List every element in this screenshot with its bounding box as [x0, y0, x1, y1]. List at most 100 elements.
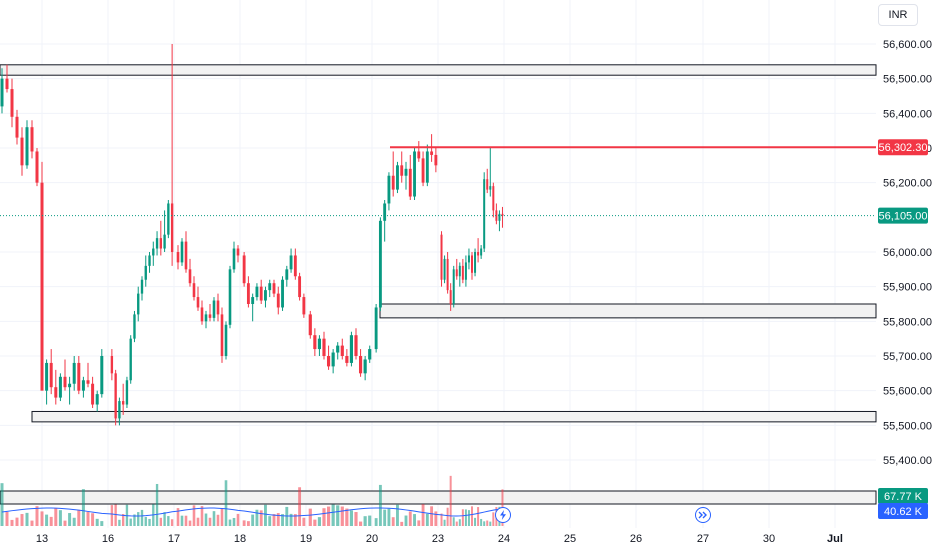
- volume-bar: [91, 513, 95, 526]
- volume-bar: [285, 506, 289, 526]
- volume-bar: [176, 508, 180, 526]
- currency-button[interactable]: INR: [878, 4, 918, 26]
- volume-bar: [242, 520, 246, 526]
- candle-body: [421, 158, 425, 183]
- candle-body: [30, 127, 34, 152]
- candle-body: [404, 168, 408, 176]
- volume-bar: [255, 509, 259, 526]
- volume-bar: [425, 513, 429, 526]
- candle-body: [5, 78, 9, 90]
- candle-body: [246, 283, 250, 304]
- candle-body: [180, 241, 184, 263]
- candle-body: [152, 248, 155, 256]
- price-tick-label: 55,900.00: [883, 282, 932, 294]
- volume-bar: [10, 519, 14, 526]
- volume-bar: [224, 480, 228, 526]
- candle-body: [317, 338, 322, 350]
- price-tick-label: 55,500.00: [883, 420, 932, 432]
- volume-bar: [114, 504, 117, 526]
- volume-bar: [408, 511, 412, 526]
- volume-bar: [317, 517, 322, 526]
- volume-bar: [474, 517, 477, 526]
- candle-body: [340, 345, 344, 356]
- candle-body: [345, 356, 349, 363]
- candle-body: [501, 213, 504, 216]
- price-tick-label: 56,500.00: [883, 74, 932, 86]
- candle-body: [10, 89, 14, 117]
- time-tick-label: 20: [366, 533, 378, 545]
- price-tick-label: 56,200.00: [883, 178, 932, 190]
- candle-body: [413, 151, 416, 197]
- candle-body: [368, 349, 372, 360]
- candle-body: [349, 335, 354, 363]
- volume-bar: [81, 489, 85, 526]
- last-price-label: 56,105.00: [879, 211, 928, 223]
- zone-box: [31, 410, 877, 423]
- candle-body: [200, 307, 204, 322]
- volume-bar: [251, 514, 255, 526]
- volume-bar: [349, 510, 354, 526]
- price-axis[interactable]: 56,600.0056,500.0056,400.0056,300.0056,2…: [883, 39, 932, 503]
- candle-body: [20, 137, 24, 166]
- candle-body: [443, 258, 446, 280]
- volume-bar: [272, 514, 276, 526]
- candle-body: [86, 380, 90, 384]
- price-badges: 56,302.30 56,105.00 67.77 K 40.62 K: [878, 139, 928, 519]
- candle-body: [40, 182, 44, 391]
- volume-bar: [236, 513, 240, 526]
- lightning-icon[interactable]: [495, 507, 511, 523]
- volume-bar: [464, 509, 467, 526]
- volume-bar: [443, 519, 446, 526]
- candle-body: [100, 356, 104, 395]
- volume-bar: [155, 483, 159, 526]
- volume-bar: [72, 517, 76, 526]
- volume-bar: [129, 518, 132, 526]
- volume-bar: [268, 516, 272, 526]
- volume-bar: [5, 511, 9, 526]
- candle-body: [255, 286, 259, 298]
- candle-body: [167, 203, 170, 235]
- volume-bar: [63, 520, 67, 526]
- candle-body: [72, 362, 76, 384]
- candle-body: [35, 151, 39, 183]
- jump-to-date-icon[interactable]: [695, 507, 711, 523]
- resistance-price-label-bg: [878, 139, 928, 156]
- candle-body: [242, 255, 246, 284]
- candle-body: [49, 362, 53, 388]
- candle-body: [492, 186, 495, 211]
- volume-bar: [368, 515, 372, 526]
- volume-bar: [0, 483, 4, 526]
- volume-bar: [30, 520, 34, 526]
- candle-body: [464, 262, 467, 280]
- candle-body: [216, 300, 220, 315]
- candle-body: [387, 175, 391, 204]
- zone-box: [379, 303, 877, 319]
- volume-bar: [188, 520, 192, 526]
- time-tick-label: 30: [763, 533, 775, 545]
- candle-body: [293, 255, 297, 277]
- volume-bar: [336, 505, 340, 526]
- support-resistance-zones: [0, 64, 877, 423]
- time-tick-label: 23: [432, 533, 444, 545]
- volume-bar: [430, 506, 434, 526]
- volume-bar: [35, 506, 39, 526]
- time-tick-label: 26: [630, 533, 642, 545]
- volume-bar: [180, 515, 184, 526]
- candle-body: [45, 362, 49, 391]
- candle-body: [159, 238, 163, 249]
- time-axis[interactable]: 13 16 17 18 19 20 23 24 25 26 27 30 Jul: [36, 533, 843, 545]
- volume-bar: [276, 513, 280, 526]
- volume-bar: [446, 507, 449, 526]
- volume-bar: [77, 509, 81, 526]
- volume-bar: [404, 515, 408, 526]
- last-price-label-bg: [878, 207, 928, 224]
- candle-body: [133, 314, 136, 339]
- volume-bar: [100, 521, 104, 526]
- candle-body: [455, 269, 458, 277]
- volume-bar: [383, 509, 387, 526]
- price-tick-label: 56,400.00: [883, 108, 932, 120]
- volume-label: 40.62 K: [884, 506, 923, 518]
- candle-body: [81, 380, 85, 391]
- candle-body: [430, 151, 434, 155]
